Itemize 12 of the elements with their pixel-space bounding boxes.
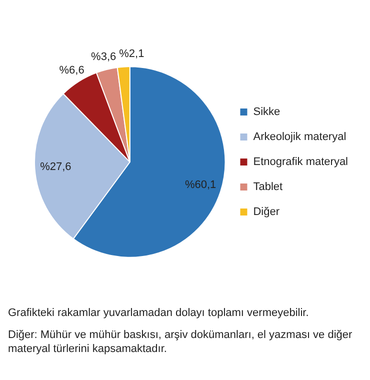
legend-label: Arkeolojik materyal [253,131,346,144]
legend-label: Sikke [253,106,280,118]
legend-label: Etnografik materyal [253,156,348,168]
text: Grafikteki rakamlar yuvarlamadan dolayı toplamı vermeyebilir. [8,306,310,320]
data-label: %3,6 [91,50,116,63]
legend-label: Tablet [253,181,283,194]
data-label: %6,6 [59,64,84,77]
data-label: %60,1 [184,179,216,192]
legend-label: Diğer [253,206,280,218]
data-label: %2,1 [119,48,144,60]
text: Diğer: Mühür ve mühür baskısı, arşiv dokümanları, el yazması ve diğer materyal türlerini kapsamaktadır. [8,328,354,356]
data-label: %27,6 [40,161,72,174]
